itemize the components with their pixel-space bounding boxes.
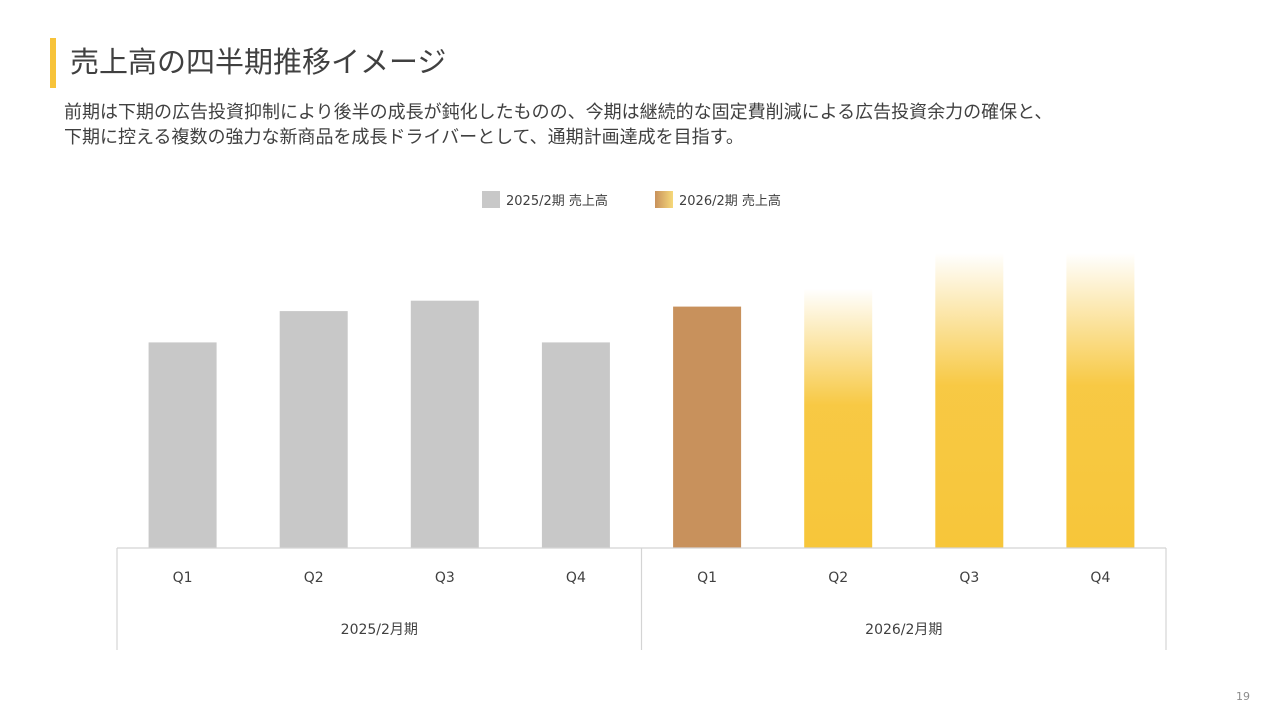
bar-s1-5 (804, 288, 873, 548)
page-title: 売上高の四半期推移イメージ (70, 45, 447, 79)
legend-swatch-prev (482, 191, 500, 208)
group-label-0: 2025/2月期 (341, 622, 418, 638)
bar-s1-7 (1066, 253, 1135, 548)
legend-item-prev: 2025/2期 売上高 (482, 190, 608, 209)
legend-label-prev: 2025/2期 売上高 (506, 194, 608, 209)
group-label-1: 2026/2月期 (865, 622, 942, 638)
title-accent-bar (50, 38, 56, 88)
subtitle: 前期は下期の広告投資抑制により後半の成長が鈍化したものの、今期は継続的な固定費削… (64, 100, 1224, 150)
subtitle-line-2: 下期に控える複数の強力な新商品を成長ドライバーとして、通期計画達成を目指す。 (64, 127, 744, 148)
tick-label-1: Q2 (304, 570, 324, 586)
tick-label-6: Q3 (959, 570, 979, 586)
bar-s0-3 (541, 342, 610, 548)
chart-legend: 2025/2期 売上高 2026/2期 売上高 (0, 190, 1280, 210)
bar-s1-6 (935, 253, 1004, 548)
bar-s0-1 (279, 311, 348, 548)
tick-label-0: Q1 (173, 570, 193, 586)
tick-label-3: Q4 (566, 570, 586, 586)
tick-label-4: Q1 (697, 570, 717, 586)
tick-label-7: Q4 (1090, 570, 1110, 586)
tick-label-2: Q3 (435, 570, 455, 586)
bar-s0-0 (148, 342, 217, 548)
legend-swatch-curr (655, 191, 673, 208)
subtitle-line-1: 前期は下期の広告投資抑制により後半の成長が鈍化したものの、今期は継続的な固定費削… (64, 102, 1053, 123)
page-number: 19 (1236, 690, 1250, 703)
tick-label-5: Q2 (828, 570, 848, 586)
legend-label-curr: 2026/2期 売上高 (679, 194, 781, 209)
bar-s1-4 (673, 306, 742, 548)
bar-s0-2 (410, 300, 479, 548)
legend-item-curr: 2026/2期 売上高 (655, 190, 781, 209)
